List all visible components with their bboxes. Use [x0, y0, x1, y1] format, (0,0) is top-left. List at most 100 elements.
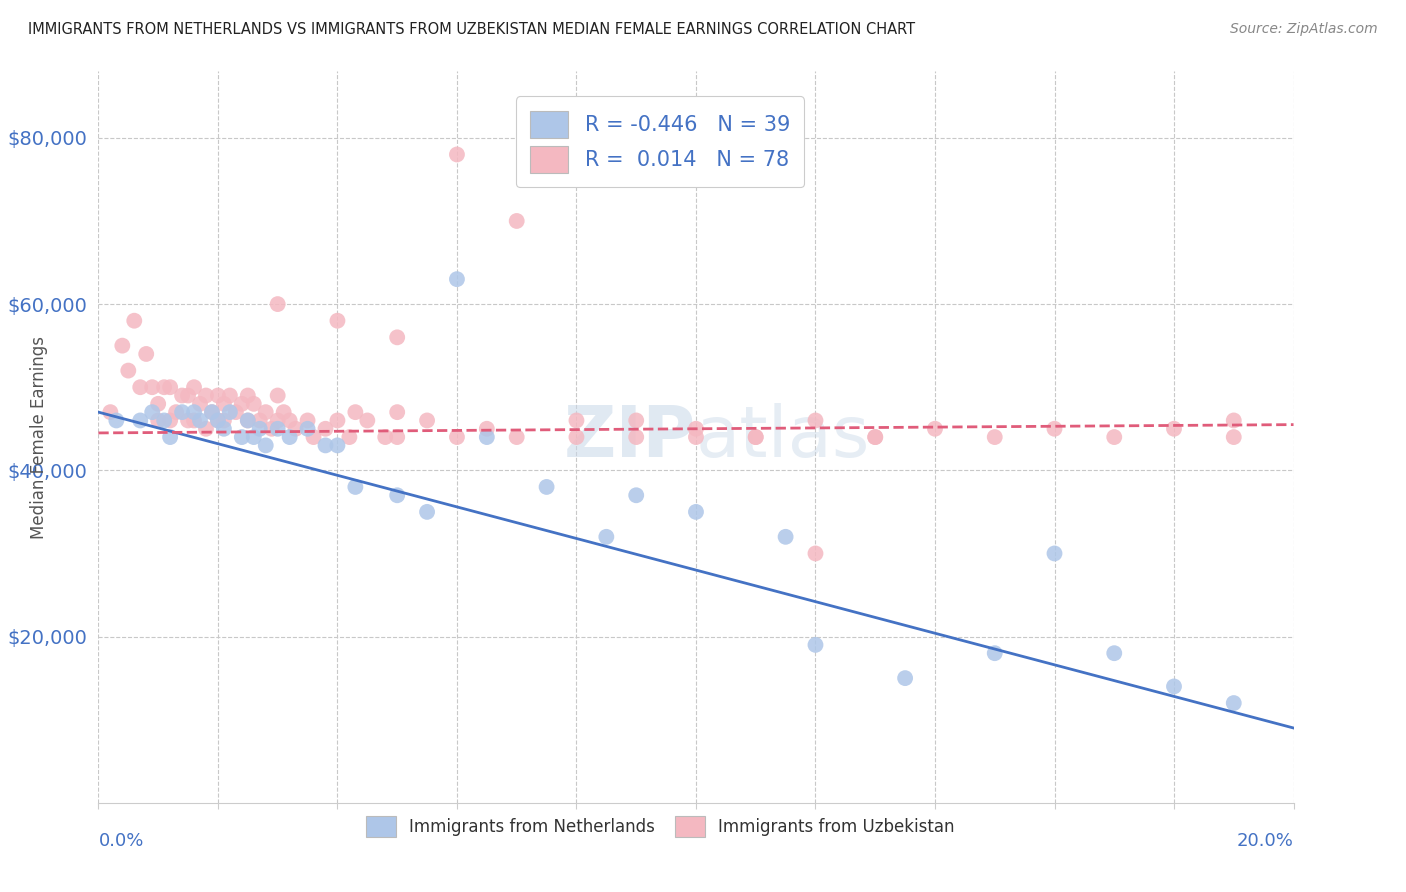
Point: [804, 413, 827, 427]
Point: [231, 397, 253, 411]
Point: [745, 430, 768, 444]
Point: [260, 422, 283, 436]
Point: [236, 388, 259, 402]
Point: [117, 363, 139, 377]
Text: IMMIGRANTS FROM NETHERLANDS VS IMMIGRANTS FROM UZBEKISTAN MEDIAN FEMALE EARNINGS: IMMIGRANTS FROM NETHERLANDS VS IMMIGRANT…: [28, 22, 915, 37]
Point: [385, 430, 409, 444]
Point: [344, 405, 367, 419]
Point: [195, 388, 218, 402]
Point: [159, 380, 181, 394]
Point: [249, 413, 271, 427]
Point: [339, 430, 361, 444]
Point: [129, 380, 152, 394]
Point: [188, 413, 211, 427]
Point: [153, 380, 176, 394]
Point: [172, 405, 194, 419]
Point: [894, 671, 917, 685]
Point: [446, 147, 468, 161]
Point: [356, 413, 378, 427]
Point: [685, 505, 707, 519]
Point: [1163, 680, 1185, 694]
Text: Source: ZipAtlas.com: Source: ZipAtlas.com: [1230, 22, 1378, 37]
Point: [984, 646, 1007, 660]
Point: [267, 388, 290, 402]
Point: [172, 388, 194, 402]
Point: [219, 388, 242, 402]
Point: [207, 413, 229, 427]
Point: [506, 430, 529, 444]
Point: [1104, 646, 1126, 660]
Text: Median Female Earnings: Median Female Earnings: [30, 335, 48, 539]
Point: [278, 430, 301, 444]
Point: [159, 413, 181, 427]
Point: [183, 380, 205, 394]
Point: [536, 480, 558, 494]
Point: [236, 413, 259, 427]
Point: [326, 314, 349, 328]
Point: [865, 430, 887, 444]
Point: [267, 297, 290, 311]
Point: [111, 338, 134, 352]
Point: [374, 430, 396, 444]
Point: [315, 422, 337, 436]
Text: atlas: atlas: [696, 402, 870, 472]
Point: [159, 430, 181, 444]
Point: [565, 430, 588, 444]
Point: [565, 413, 588, 427]
Point: [475, 422, 498, 436]
Point: [685, 422, 707, 436]
Point: [685, 430, 707, 444]
Point: [201, 405, 224, 419]
Point: [1043, 422, 1066, 436]
Point: [315, 438, 337, 452]
Point: [129, 413, 152, 427]
Point: [475, 430, 498, 444]
Point: [148, 397, 170, 411]
Point: [626, 413, 648, 427]
Point: [1223, 413, 1246, 427]
Point: [1223, 696, 1246, 710]
Point: [326, 438, 349, 452]
Point: [273, 405, 295, 419]
Point: [924, 422, 946, 436]
Text: 20.0%: 20.0%: [1237, 832, 1294, 850]
Point: [326, 413, 349, 427]
Point: [385, 488, 409, 502]
Point: [745, 430, 768, 444]
Point: [212, 413, 235, 427]
Point: [188, 397, 211, 411]
Point: [212, 397, 235, 411]
Point: [254, 438, 277, 452]
Point: [183, 405, 205, 419]
Point: [984, 430, 1007, 444]
Point: [267, 413, 290, 427]
Point: [243, 430, 266, 444]
Point: [249, 422, 271, 436]
Point: [1104, 430, 1126, 444]
Point: [804, 638, 827, 652]
Point: [225, 405, 247, 419]
Point: [297, 422, 319, 436]
Point: [1043, 546, 1066, 560]
Point: [506, 214, 529, 228]
Point: [98, 405, 122, 419]
Point: [416, 505, 439, 519]
Legend: Immigrants from Netherlands, Immigrants from Uzbekistan: Immigrants from Netherlands, Immigrants …: [357, 807, 963, 846]
Point: [775, 530, 797, 544]
Point: [135, 347, 157, 361]
Point: [278, 413, 301, 427]
Point: [148, 413, 170, 427]
Point: [446, 430, 468, 444]
Point: [153, 413, 176, 427]
Point: [416, 413, 439, 427]
Point: [595, 530, 617, 544]
Point: [626, 430, 648, 444]
Point: [1223, 430, 1246, 444]
Point: [284, 422, 307, 436]
Point: [267, 422, 290, 436]
Point: [141, 405, 163, 419]
Point: [236, 413, 259, 427]
Point: [804, 546, 827, 560]
Point: [254, 405, 277, 419]
Point: [207, 413, 229, 427]
